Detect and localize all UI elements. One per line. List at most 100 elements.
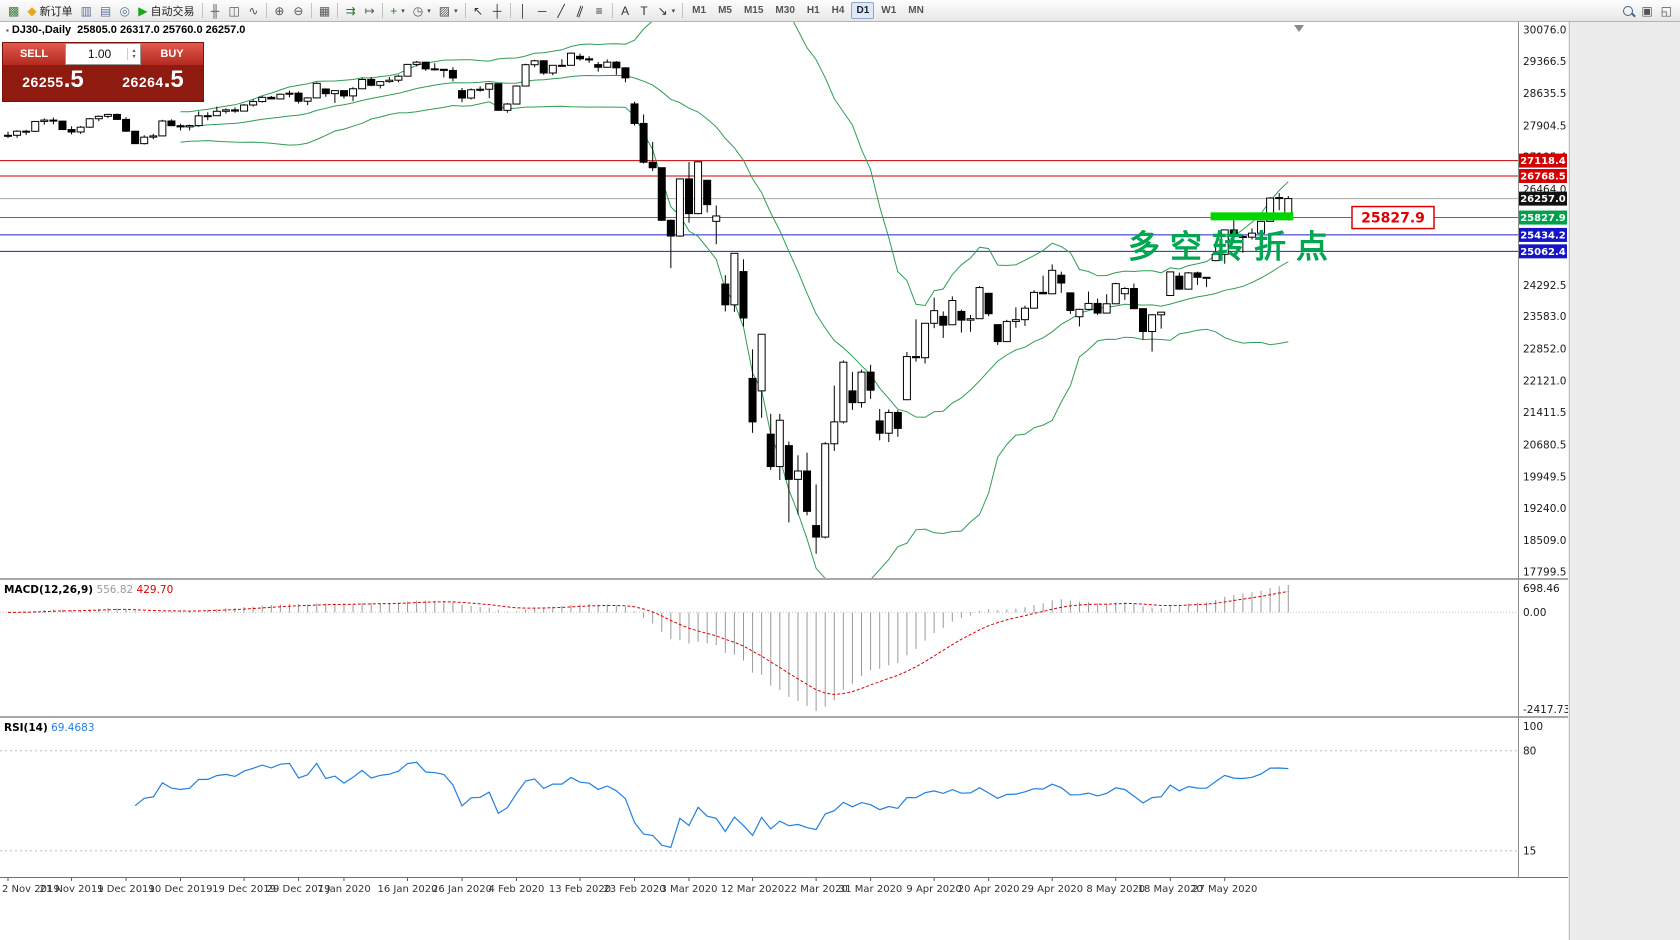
new-order-icon: ◆ bbox=[27, 3, 37, 18]
templates-button[interactable]: ▨ ▾ bbox=[435, 1, 462, 20]
text-label-tool-button[interactable]: T bbox=[635, 1, 654, 20]
zoom-out-button[interactable]: ⊖ bbox=[289, 1, 308, 20]
date-label[interactable]: 2 Nov 2019 bbox=[2, 884, 60, 895]
navigator-button[interactable]: ◎ bbox=[115, 1, 134, 20]
price-axis-label: 28635.5 bbox=[1523, 88, 1566, 100]
date-label[interactable]: 4 Feb 2020 bbox=[489, 884, 545, 895]
highlight-zone[interactable] bbox=[1210, 212, 1294, 221]
workspace-background bbox=[1569, 22, 1680, 940]
auto-scroll-button[interactable]: ⇉ bbox=[341, 1, 360, 20]
date-label[interactable]: 18 May 2020 bbox=[1138, 884, 1203, 895]
arrows-tool-dropdown-icon: ▾ bbox=[671, 7, 676, 15]
indicators-list-button[interactable]: + ▾ bbox=[386, 1, 409, 20]
date-label[interactable]: 1 Dec 2019 bbox=[97, 884, 155, 895]
date-label[interactable]: 20 Apr 2020 bbox=[958, 884, 1020, 895]
date-label[interactable]: 9 Apr 2020 bbox=[906, 884, 961, 895]
new-order-button[interactable]: ◆ 新订单 bbox=[23, 1, 76, 20]
macd-axis-label: 0.00 bbox=[1523, 607, 1546, 619]
chart-symbol-period: DJ30-,Daily bbox=[11, 24, 72, 36]
date-label[interactable]: 16 Jan 2020 bbox=[378, 884, 438, 895]
buy-price[interactable]: 26264.5 bbox=[103, 65, 203, 101]
vertical-line-tool-button[interactable]: │ bbox=[514, 1, 533, 20]
date-label[interactable]: 13 Feb 2020 bbox=[549, 884, 611, 895]
autotrading-icon: ▶ bbox=[138, 3, 148, 18]
timeframe-h1[interactable]: H1 bbox=[802, 2, 825, 19]
periods-button[interactable]: ◷ ▾ bbox=[409, 1, 435, 20]
pivot-annotation[interactable]: 多空转折点 bbox=[1128, 228, 1338, 266]
timeframe-m5[interactable]: M5 bbox=[713, 2, 737, 19]
cursor-tool-button[interactable]: ↖ bbox=[469, 1, 488, 20]
new-chart-window-button[interactable]: ▣ bbox=[1637, 1, 1656, 20]
market-watch-icon: ▥ bbox=[80, 3, 92, 18]
search-button[interactable] bbox=[1618, 1, 1637, 20]
date-label[interactable]: 10 Dec 2019 bbox=[149, 884, 213, 895]
trendline-tool-button[interactable]: ╱ bbox=[552, 1, 571, 20]
text-tool-button[interactable]: A bbox=[616, 1, 635, 20]
chart-shift-marker[interactable] bbox=[1294, 25, 1304, 32]
arrows-tool-icon: ↘ bbox=[657, 3, 668, 18]
data-window-button[interactable]: ▤ bbox=[96, 1, 115, 20]
timeframe-d1[interactable]: D1 bbox=[851, 2, 875, 19]
bar-chart-mode-button[interactable]: ╫ bbox=[206, 1, 225, 20]
timeframe-mn[interactable]: MN bbox=[903, 2, 929, 19]
line-chart-mode-icon: ∿ bbox=[248, 3, 259, 18]
candlestick-mode-button[interactable]: ◫ bbox=[225, 1, 244, 20]
date-label[interactable]: 22 Mar 2020 bbox=[784, 884, 847, 895]
chart-shift-button[interactable]: ↦ bbox=[360, 1, 379, 20]
date-label[interactable]: 12 Mar 2020 bbox=[721, 884, 784, 895]
sell-price[interactable]: 26255.5 bbox=[3, 65, 103, 101]
new-chart-button[interactable]: ▩ bbox=[4, 1, 23, 20]
fibonacci-tool-button[interactable]: ≡ bbox=[590, 1, 609, 20]
date-label[interactable]: 7 Jan 2020 bbox=[317, 884, 371, 895]
tile-windows-button[interactable]: ▦ bbox=[315, 1, 334, 20]
timeframe-m15[interactable]: M15 bbox=[739, 2, 768, 19]
macd-label: MACD(12,26,9) 556.82 429.70 bbox=[4, 584, 173, 596]
autotrading-button[interactable]: ▶ 自动交易 bbox=[134, 1, 198, 20]
svg-text:25827.9: 25827.9 bbox=[1520, 213, 1566, 224]
rsi-axis-label: 80 bbox=[1523, 745, 1536, 757]
arrows-tool-button[interactable]: ↘ ▾ bbox=[654, 1, 680, 20]
new-order-label: 新订单 bbox=[39, 5, 73, 18]
volume-spinner[interactable]: ▴ ▾ bbox=[127, 48, 140, 60]
price-axis-label: 23583.0 bbox=[1523, 311, 1566, 323]
spinner-down-icon[interactable]: ▾ bbox=[132, 54, 136, 60]
chart-window-icon: ▪ bbox=[6, 26, 9, 35]
price-axis-label: 18509.0 bbox=[1523, 535, 1566, 547]
date-label[interactable]: 23 Feb 2020 bbox=[603, 884, 665, 895]
market-watch-button[interactable]: ▥ bbox=[77, 1, 96, 20]
svg-text:25827.9: 25827.9 bbox=[1361, 211, 1425, 227]
timeframe-h4[interactable]: H4 bbox=[827, 2, 850, 19]
spinner-up-icon[interactable]: ▴ bbox=[132, 48, 136, 54]
price-badge-26257.0: 26257.0 bbox=[1519, 191, 1567, 206]
chart-canvas[interactable]: 25827.9 多空转折点 30076.0 29366.5 28635.5 27904.5… bbox=[0, 22, 1568, 940]
equidistant-channel-tool-button[interactable]: ∥ bbox=[571, 1, 590, 20]
buy-button[interactable]: BUY bbox=[141, 43, 203, 65]
timeframe-m30[interactable]: M30 bbox=[770, 2, 799, 19]
sell-button[interactable]: SELL bbox=[3, 43, 65, 65]
horizontal-line-tool-button[interactable]: ─ bbox=[533, 1, 552, 20]
price-axis-label: 22852.0 bbox=[1523, 343, 1566, 355]
volume-field[interactable]: 1.00 ▴ ▾ bbox=[65, 43, 141, 65]
date-label[interactable]: 21 Nov 2019 bbox=[40, 884, 104, 895]
price-callout[interactable]: 25827.9 bbox=[1351, 205, 1435, 230]
zoom-in-button[interactable]: ⊕ bbox=[270, 1, 289, 20]
date-label[interactable]: 8 May 2020 bbox=[1086, 884, 1145, 895]
timeframe-m1[interactable]: M1 bbox=[687, 2, 711, 19]
date-label[interactable]: 31 Mar 2020 bbox=[839, 884, 902, 895]
date-label[interactable]: 29 Apr 2020 bbox=[1021, 884, 1083, 895]
date-label[interactable]: 3 Mar 2020 bbox=[660, 884, 717, 895]
trendline-tool-icon: ╱ bbox=[557, 3, 565, 18]
volume-value[interactable]: 1.00 bbox=[87, 47, 112, 61]
chart-window: 25827.9 多空转折点 30076.0 29366.5 28635.5 27904.5… bbox=[0, 22, 1568, 940]
crosshair-tool-button[interactable]: ┼ bbox=[488, 1, 507, 20]
date-label[interactable]: 19 Dec 2019 bbox=[212, 884, 276, 895]
toolbar-separator bbox=[464, 3, 466, 18]
date-label[interactable]: 27 May 2020 bbox=[1192, 884, 1257, 895]
date-label[interactable]: 26 Jan 2020 bbox=[432, 884, 492, 895]
date-label[interactable]: 29 Dec 2019 bbox=[267, 884, 331, 895]
arrange-windows-button[interactable]: ◱ bbox=[1657, 1, 1676, 20]
main-price-pane[interactable] bbox=[0, 22, 1518, 587]
timeframe-w1[interactable]: W1 bbox=[876, 2, 901, 19]
line-chart-mode-button[interactable]: ∿ bbox=[244, 1, 263, 20]
text-tool-icon: A bbox=[621, 3, 630, 18]
